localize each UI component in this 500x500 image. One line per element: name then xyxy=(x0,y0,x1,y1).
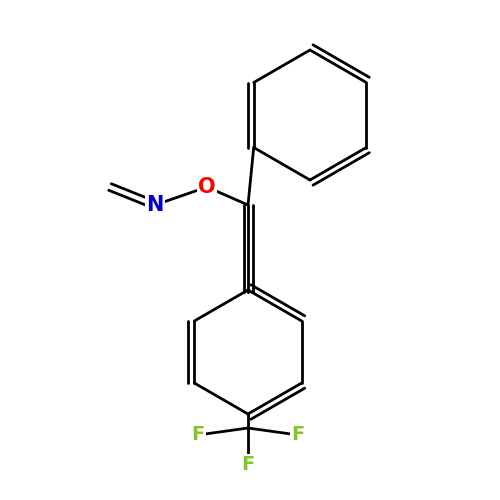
Text: O: O xyxy=(198,177,216,197)
Text: N: N xyxy=(146,195,164,215)
Text: F: F xyxy=(242,456,254,474)
Text: F: F xyxy=(292,426,304,444)
Text: F: F xyxy=(192,426,204,444)
